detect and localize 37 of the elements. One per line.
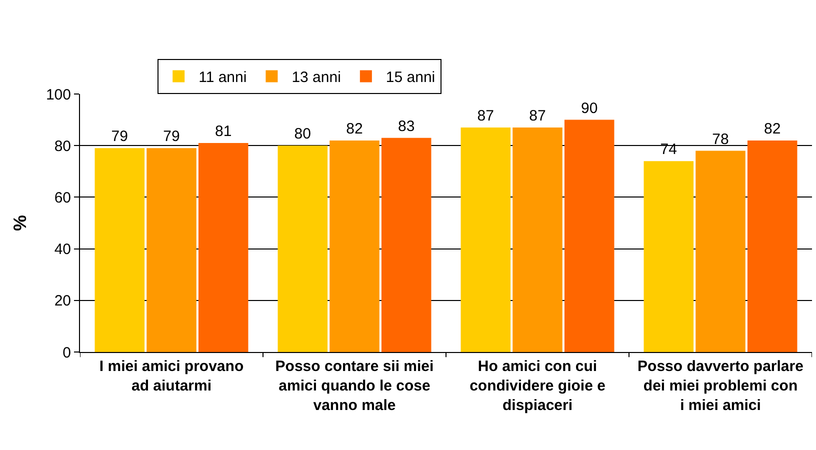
y-tick-label: 40 <box>54 241 71 258</box>
data-label: 90 <box>581 100 598 117</box>
data-label: 83 <box>398 118 415 135</box>
x-tick-label: Posso contare sii miei amici quando le cose vanno male <box>275 358 434 414</box>
data-label: 87 <box>529 108 546 125</box>
bar <box>564 120 614 352</box>
x-tick-label: Ho amici con cui condividere gioie e dispiaceri <box>470 358 606 414</box>
y-tick-label: 100 <box>46 86 71 104</box>
legend-label: 13 anni <box>292 69 341 86</box>
y-axis-title: % <box>10 214 30 232</box>
bar <box>644 161 694 352</box>
x-tick-label: Posso davverto parlare dei miei problemi con i miei amici <box>638 358 804 414</box>
bar <box>512 128 562 352</box>
y-tick-label: 60 <box>54 189 71 206</box>
bar <box>381 138 432 352</box>
bar <box>146 148 196 352</box>
x-tick-label: I miei amici provano ad aiutarmi <box>99 358 244 394</box>
data-label: 82 <box>346 120 363 138</box>
bar <box>696 150 746 352</box>
bar <box>330 140 380 352</box>
data-label: 87 <box>477 108 494 125</box>
bar <box>460 128 511 352</box>
data-label: 82 <box>764 120 781 138</box>
data-label: 79 <box>163 128 180 146</box>
y-tick-label: 80 <box>54 138 71 155</box>
data-label: 78 <box>712 130 729 148</box>
bar <box>278 146 328 352</box>
bar <box>94 148 145 352</box>
legend-label: 11 anni <box>198 69 247 86</box>
legend-label: 15 anni <box>386 69 436 86</box>
data-label: 81 <box>215 123 232 140</box>
y-tick-label: 20 <box>54 292 71 310</box>
y-tick-label: 0 <box>62 344 71 362</box>
data-label: 80 <box>294 126 311 143</box>
bar <box>747 140 798 352</box>
data-label: 79 <box>111 128 128 146</box>
bar <box>198 143 248 352</box>
